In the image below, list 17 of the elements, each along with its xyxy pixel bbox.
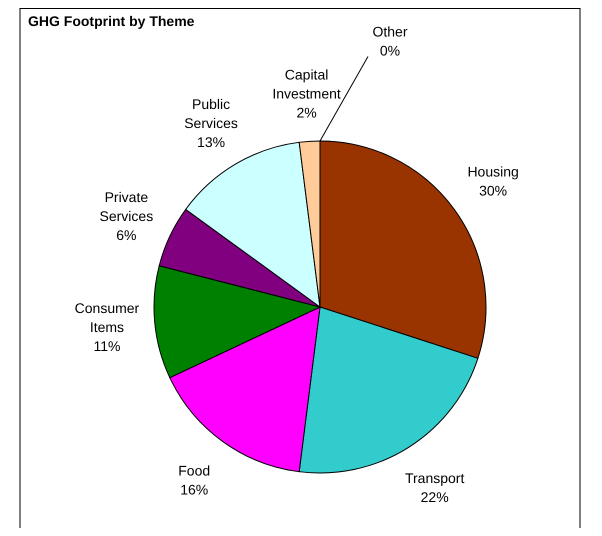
slice-label: Private Services (100, 188, 154, 224)
category-label: Other (372, 24, 408, 40)
data-label: 13% (197, 134, 226, 150)
text: 0% (380, 42, 400, 58)
data-label: 6% (116, 226, 136, 243)
slice-label: Food (178, 462, 210, 479)
chart-title: GHG Footprint by Theme (28, 13, 195, 29)
slice-label: Housing (467, 164, 519, 180)
slice-label: Consumer Items (74, 300, 140, 336)
data-label: 2% (296, 104, 317, 120)
slice-label: Transport (404, 470, 464, 486)
slice-label: Capital Investment (272, 66, 341, 102)
data-label: 16% (180, 482, 208, 498)
data-label: 30% (479, 182, 508, 199)
data-label: 11% (93, 338, 120, 354)
data-label: 22% (420, 489, 449, 506)
slice-label: Public Services (184, 96, 238, 131)
